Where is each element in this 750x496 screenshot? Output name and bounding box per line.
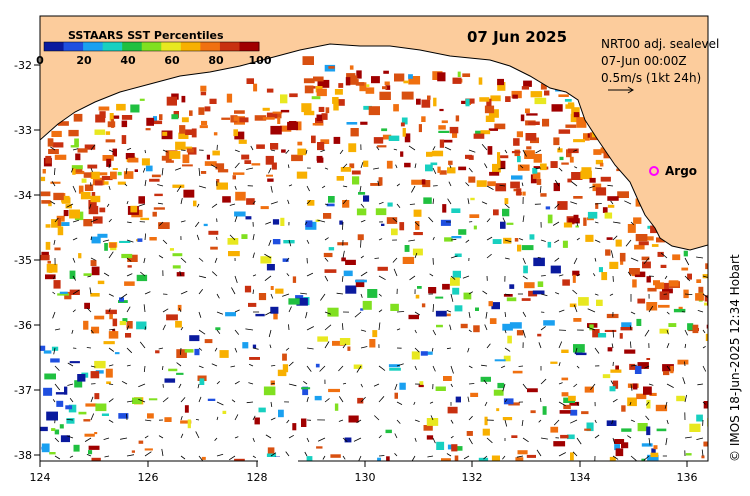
legend-swatch	[219, 42, 240, 51]
legend-tick-label: 80	[208, 54, 224, 67]
x-tick-label: 124	[30, 471, 51, 484]
legend-swatch	[83, 42, 104, 51]
legend-swatch	[180, 42, 201, 51]
y-tick-label: -35	[14, 254, 32, 267]
legend-tick-label: 60	[164, 54, 180, 67]
map-date-title: 07 Jun 2025	[467, 28, 567, 46]
x-tick-label: 130	[355, 471, 376, 484]
info-line-2: 07-Jun 00:00Z	[601, 54, 687, 68]
y-tick-label: -34	[14, 189, 32, 202]
legend-swatch	[44, 42, 65, 51]
scale-arrow-icon	[608, 86, 634, 94]
info-line-3: 0.5m/s (1kt 24h)	[601, 71, 701, 85]
x-tick-label: 126	[138, 471, 159, 484]
y-tick-label: -32	[14, 59, 32, 72]
x-axis: 124 126 128 130 132 134 136	[30, 461, 698, 484]
x-tick-label: 136	[677, 471, 698, 484]
plot-frame	[39, 15, 709, 462]
legend-swatch	[141, 42, 162, 51]
info-line-1: NRT00 adj. sealevel	[601, 37, 719, 51]
legend-tick-label: 20	[76, 54, 92, 67]
legend: SSTAARS SST Percentiles 0 20 40 60 80 100	[36, 29, 272, 67]
legend-swatch	[63, 42, 84, 51]
legend-swatch	[239, 42, 260, 51]
legend-swatch	[102, 42, 123, 51]
legend-title: SSTAARS SST Percentiles	[68, 29, 224, 42]
legend-tick-label: 40	[120, 54, 136, 67]
legend-swatch	[161, 42, 182, 51]
y-axis: -32 -33 -34 -35 -36 -37 -38	[14, 59, 40, 462]
argo-marker-icon	[649, 166, 659, 176]
x-tick-label: 132	[462, 471, 483, 484]
imos-credit: © IMOS 18-Jun-2025 12:34 Hobart	[728, 254, 742, 462]
x-tick-label: 128	[247, 471, 268, 484]
y-tick-label: -38	[14, 449, 32, 462]
legend-colorbar	[43, 41, 260, 52]
y-tick-label: -36	[14, 319, 32, 332]
x-tick-label: 134	[570, 471, 591, 484]
legend-tick-label: 0	[36, 54, 44, 67]
legend-swatch	[200, 42, 221, 51]
argo-label: Argo	[665, 164, 697, 178]
land-area	[40, 16, 708, 251]
y-tick-label: -33	[14, 124, 32, 137]
legend-swatch	[122, 42, 143, 51]
legend-tick-label: 100	[249, 54, 272, 67]
y-tick-label: -37	[14, 384, 32, 397]
